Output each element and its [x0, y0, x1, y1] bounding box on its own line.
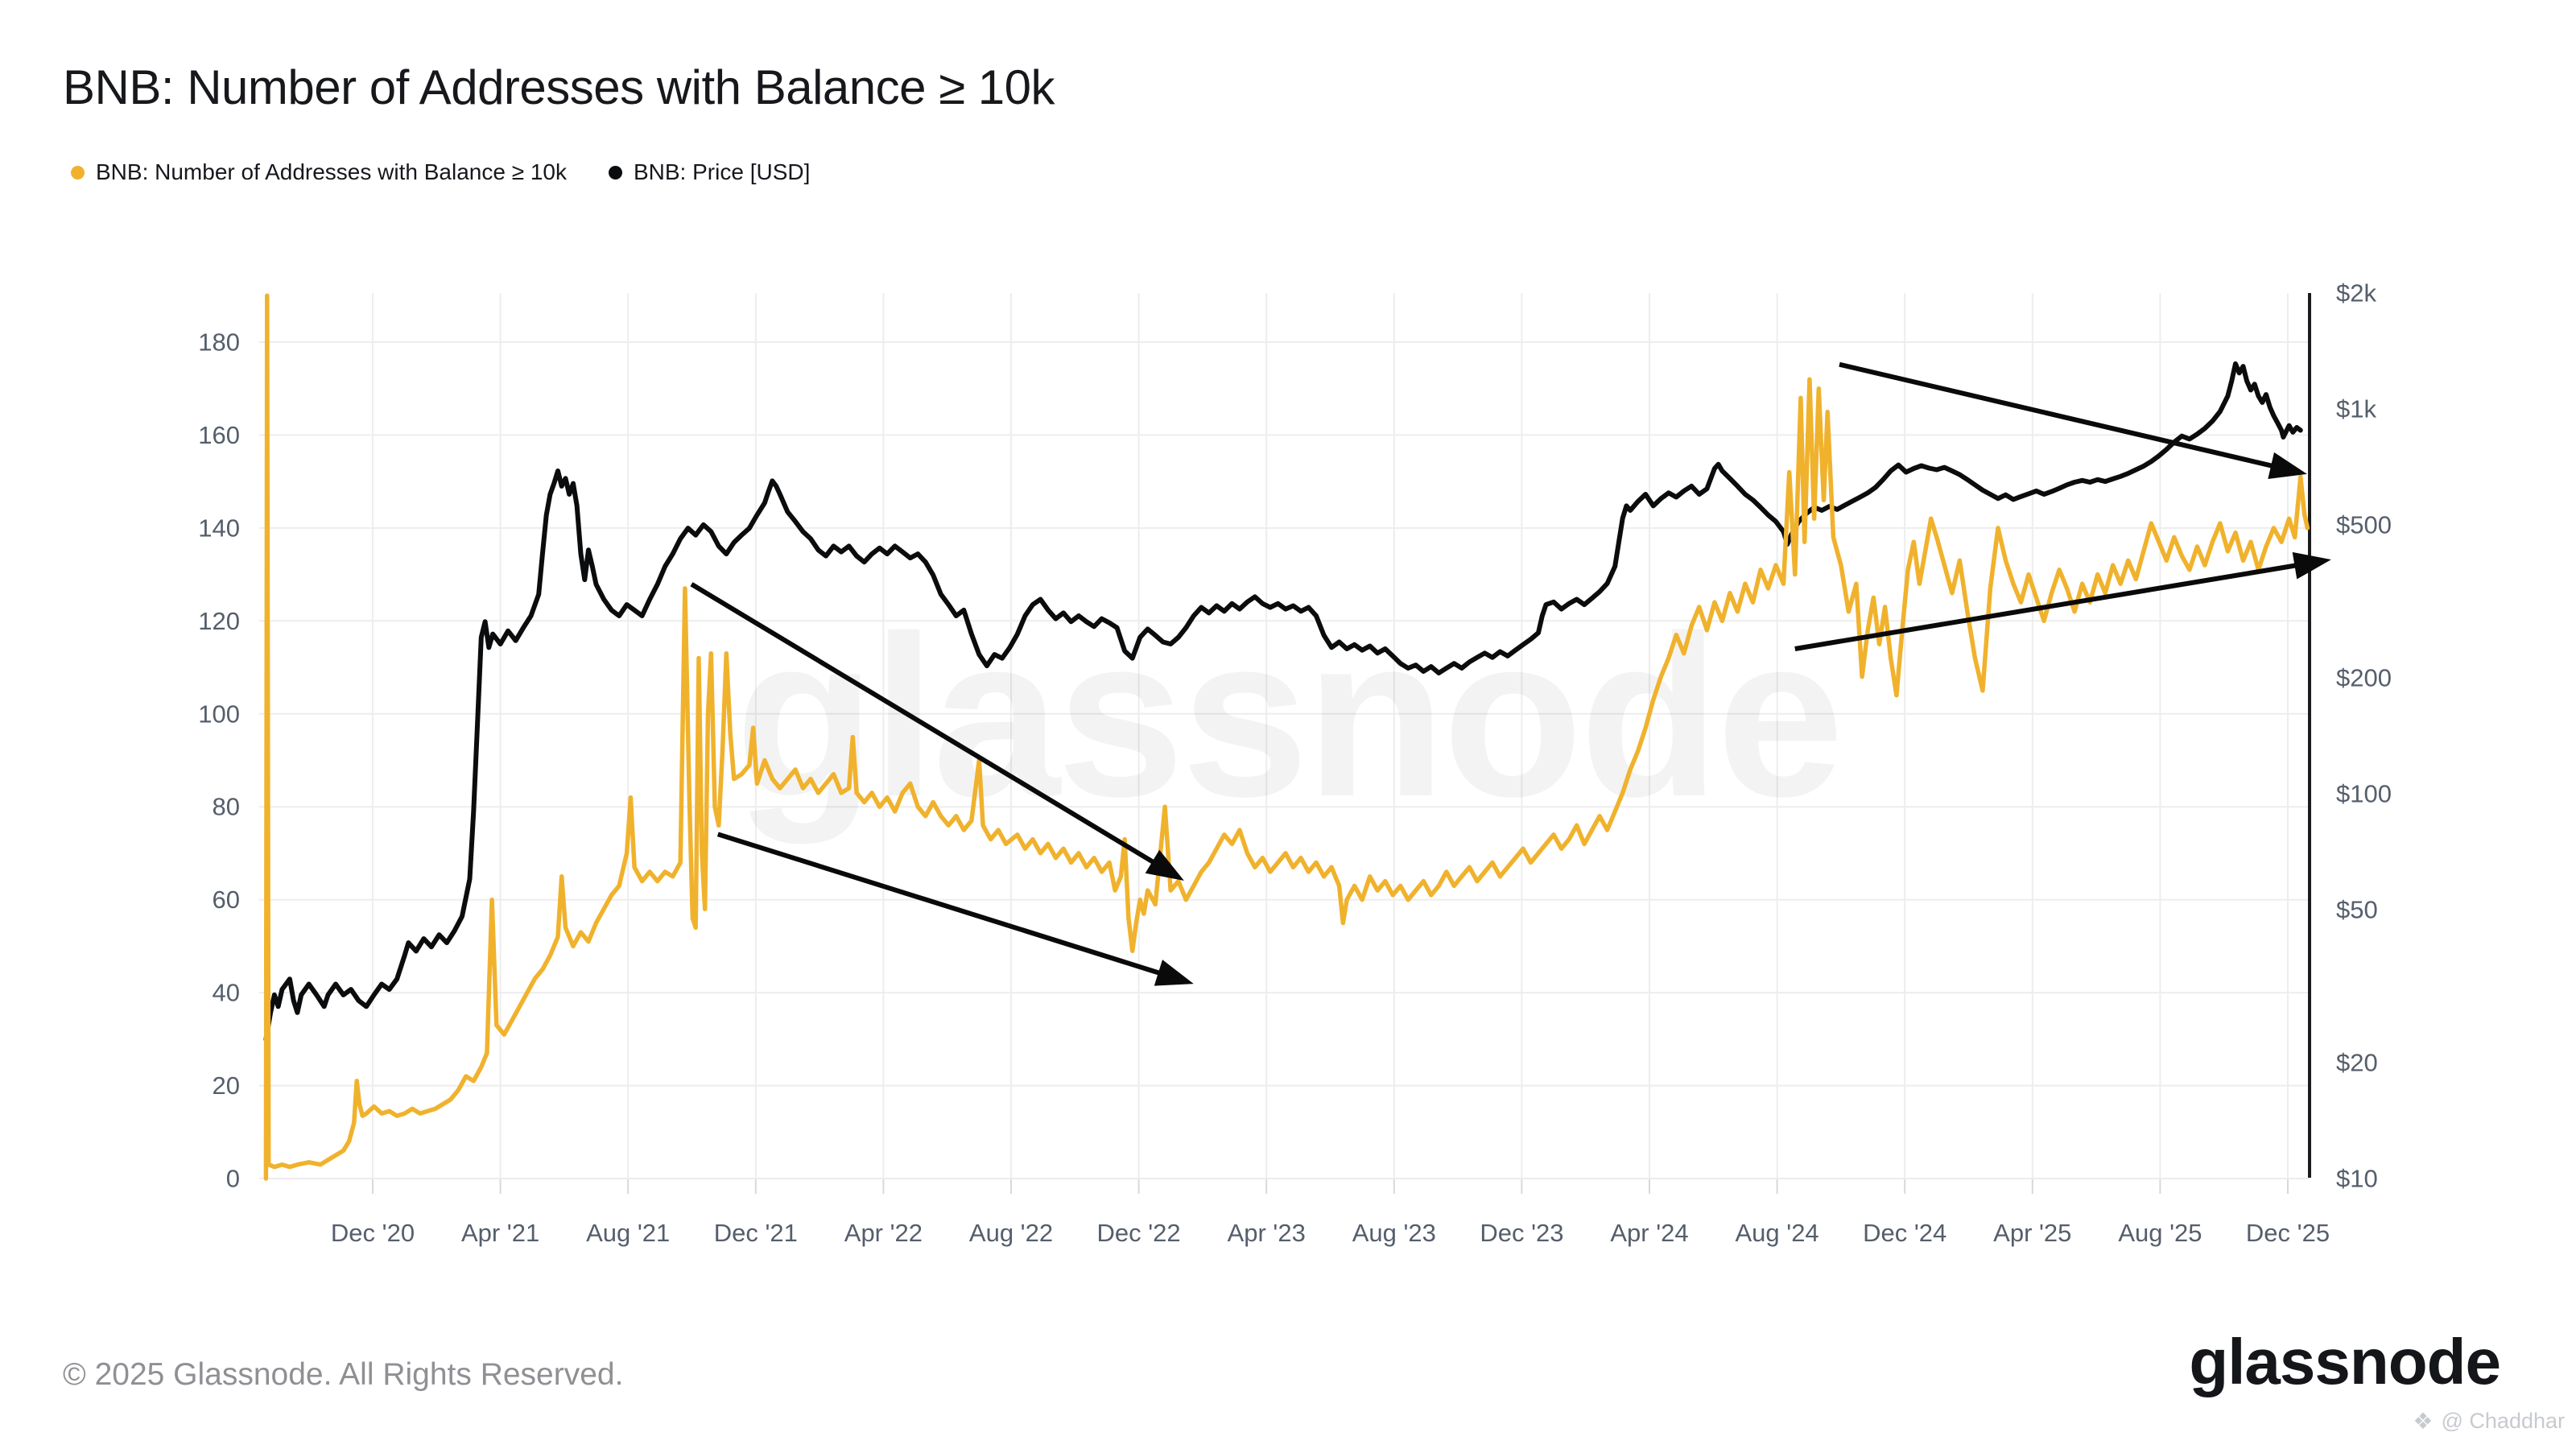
- x-axis-tick-label: Apr '23: [1228, 1219, 1306, 1247]
- legend: BNB: Number of Addresses with Balance ≥ …: [71, 159, 810, 185]
- left-axis-tick-label: 40: [213, 979, 240, 1007]
- chart-series: [263, 293, 2310, 1181]
- right-axis-tick-label: $200: [2336, 664, 2392, 692]
- legend-item-price[interactable]: BNB: Price [USD]: [608, 159, 811, 185]
- price-series-line: [263, 361, 2303, 1042]
- copyright-text: © 2025 Glassnode. All Rights Reserved.: [63, 1357, 624, 1392]
- x-axis-tick-label: Dec '24: [1863, 1219, 1946, 1247]
- wedge-upper-left-line: [690, 582, 1157, 865]
- watermark-text: glassnode: [735, 588, 1841, 845]
- axis-tick-labels: 0 20 40 60 80 100 120 140 160 180 $2k $1k $500 $200 $1…: [198, 279, 2392, 1247]
- x-axis-tick-label: Aug '25: [2118, 1219, 2202, 1247]
- left-axis-tick-label: 0: [226, 1165, 240, 1193]
- left-axis-tick-label: 60: [213, 886, 240, 914]
- attribution: ❖ @ Chaddhar: [2413, 1409, 2565, 1434]
- x-axis-tick-label: Apr '25: [1993, 1219, 2071, 1247]
- x-axis-tick-label: Aug '23: [1352, 1219, 1436, 1247]
- left-axis-tick-label: 140: [198, 514, 240, 542]
- right-axis-tick-label: $2k: [2336, 279, 2376, 308]
- x-axis-tick-label: Aug '22: [969, 1219, 1053, 1247]
- wedge-lower-right-arrowhead-icon: [2292, 551, 2331, 580]
- addresses-series-dot-icon: [71, 165, 85, 180]
- left-axis-tick-label: 20: [213, 1071, 240, 1100]
- price-series-dot-icon: [608, 165, 622, 180]
- chart-title: BNB: Number of Addresses with Balance ≥ …: [63, 60, 1055, 114]
- right-axis-tick-label: $100: [2336, 780, 2392, 808]
- glassnode-logo: glassnode: [2189, 1326, 2501, 1397]
- bnb-diamond-icon: ❖: [2413, 1408, 2434, 1434]
- x-axis-tick-label: Dec '25: [2246, 1219, 2330, 1247]
- left-axis-tick-label: 100: [198, 700, 240, 728]
- x-axis-tick-label: Dec '20: [331, 1219, 415, 1247]
- x-axis-tick-label: Aug '24: [1736, 1219, 1819, 1247]
- right-axis-tick-label: $500: [2336, 510, 2392, 539]
- right-axis-tick-label: $50: [2336, 895, 2378, 923]
- x-axis-tick-label: Aug '21: [586, 1219, 670, 1247]
- glassnode-watermark: glassnode: [735, 588, 1844, 845]
- wedge-upper-right-line: [1839, 361, 2275, 469]
- attribution-text: @ Chaddhar: [2441, 1409, 2566, 1433]
- legend-label-addresses: BNB: Number of Addresses with Balance ≥ …: [96, 159, 567, 184]
- wedge-lower-left-line: [716, 832, 1162, 976]
- x-axis-tick-label: Apr '21: [461, 1219, 539, 1247]
- x-axis-tick-label: Apr '22: [844, 1219, 923, 1247]
- x-axis-tick-label: Dec '23: [1480, 1219, 1563, 1247]
- annotation-arrows: [690, 361, 2331, 986]
- right-axis-tick-label: $1k: [2336, 395, 2376, 423]
- wedge-upper-right-arrowhead-icon: [2268, 452, 2307, 479]
- wedge-upper-left-arrowhead-icon: [1145, 849, 1184, 881]
- left-axis-tick-label: 160: [198, 421, 240, 449]
- x-axis-tick-label: Dec '22: [1097, 1219, 1181, 1247]
- legend-label-price: BNB: Price [USD]: [633, 159, 811, 184]
- left-axis-tick-label: 120: [198, 607, 240, 635]
- x-axis-tick-label: Apr '24: [1610, 1219, 1688, 1247]
- x-axis-tick-label: Dec '21: [714, 1219, 798, 1247]
- right-axis-tick-label: $10: [2336, 1165, 2378, 1193]
- right-axis-tick-label: $20: [2336, 1049, 2378, 1077]
- left-axis-tick-label: 180: [198, 328, 240, 357]
- left-axis-tick-label: 80: [213, 793, 240, 821]
- wedge-lower-right-line: [1794, 563, 2298, 651]
- wedge-lower-left-arrowhead-icon: [1154, 960, 1194, 986]
- addresses-series-line: [263, 293, 2310, 1181]
- legend-item-addresses[interactable]: BNB: Number of Addresses with Balance ≥ …: [71, 159, 567, 185]
